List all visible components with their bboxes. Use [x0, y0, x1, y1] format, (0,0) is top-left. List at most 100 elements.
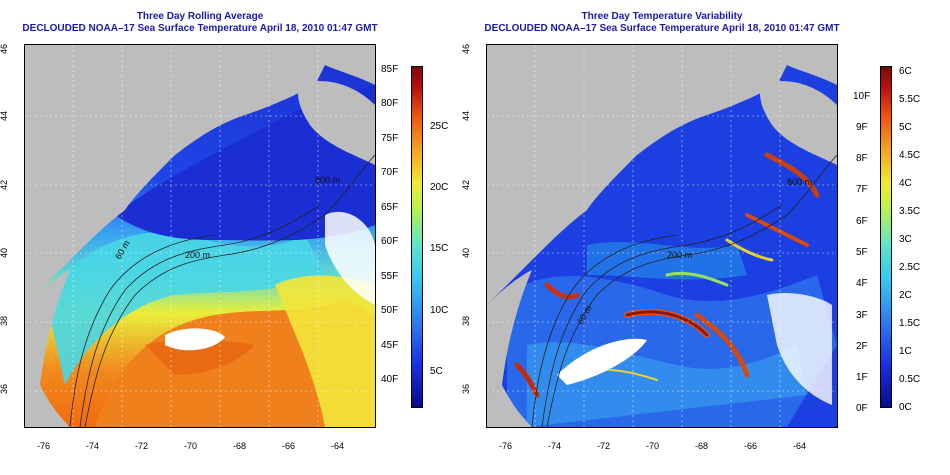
- right-colorbar: [880, 66, 892, 408]
- right-x-tick: -74: [548, 441, 562, 451]
- right-cbar-f-label: 7F: [856, 184, 868, 195]
- right-variability-map: 60 m 200 m 800 m: [486, 44, 838, 428]
- right-y-tick: 38: [461, 315, 472, 327]
- left-cbar-c-label: 5C: [430, 366, 443, 377]
- right-cbar-c-label: 4.5C: [899, 150, 921, 161]
- left-title-line1: Three Day Rolling Average: [136, 11, 264, 22]
- right-cbar-c-label: 1C: [899, 346, 912, 357]
- right-cbar-c-label: 6C: [899, 66, 912, 77]
- left-warm-yellow: [275, 275, 375, 427]
- right-cbar-f-label: 3F: [856, 310, 868, 321]
- left-cbar-f-label: 60F: [381, 236, 399, 247]
- right-graticule: [487, 45, 837, 427]
- right-title-line2: DECLOUDED NOAA–17 Sea Surface Temperatur…: [484, 23, 840, 34]
- left-cbar-f-label: 50F: [381, 305, 399, 316]
- left-y-tick: 38: [0, 315, 10, 327]
- left-cbar-c-label: 20C: [430, 182, 449, 193]
- right-y-tick: 36: [461, 383, 472, 395]
- left-cbar-f-label: 40F: [381, 374, 399, 385]
- left-land-coast: [25, 270, 70, 395]
- left-x-tick: -66: [282, 441, 296, 451]
- left-x-tick: -70: [184, 441, 198, 451]
- right-x-tick: -72: [597, 441, 611, 451]
- left-cloud-patch: [165, 328, 225, 351]
- right-cbar-f-label: 10F: [853, 91, 871, 102]
- right-cbar-f-label: 5F: [856, 247, 868, 258]
- left-y-tick: 46: [0, 43, 10, 55]
- right-nova-scotia: [760, 81, 837, 165]
- left-map-svg: 60 m 200 m 800 m: [25, 45, 375, 427]
- left-warm-core: [145, 339, 255, 375]
- left-cbar-f-label: 55F: [381, 271, 399, 282]
- right-cbar-c-label: 1.5C: [899, 318, 921, 329]
- right-land-north: [487, 45, 837, 305]
- right-cbar-c-label: 5.5C: [899, 94, 921, 105]
- left-contour-label: 200 m: [185, 250, 210, 260]
- right-cbar-c-label: 3C: [899, 234, 912, 245]
- right-x-tick: -64: [793, 441, 807, 451]
- right-cbar-c-label: 0.5C: [899, 374, 921, 385]
- right-cbar-c-label: 2.5C: [899, 262, 921, 273]
- right-title: Three Day Temperature Variability DECLOU…: [462, 11, 862, 35]
- right-cloud-patch: [557, 338, 647, 385]
- right-contour-label: 800 m: [787, 177, 812, 187]
- left-cbar-f-label: 65F: [381, 202, 399, 213]
- right-cbar-f-label: 8F: [856, 153, 868, 164]
- left-sst-map: 60 m 200 m 800 m: [24, 44, 376, 428]
- left-cbar-f-label: 45F: [381, 340, 399, 351]
- left-title: Three Day Rolling Average DECLOUDED NOAA…: [0, 11, 400, 35]
- left-graticule: [25, 45, 375, 427]
- left-land-north: [25, 45, 375, 305]
- right-y-tick: 44: [461, 110, 472, 122]
- right-cbar-f-label: 0F: [856, 403, 868, 414]
- left-cbar-c-label: 10C: [430, 305, 449, 316]
- left-y-tick: 42: [0, 179, 10, 191]
- right-cbar-f-label: 1F: [856, 372, 868, 383]
- left-y-tick: 40: [0, 247, 10, 259]
- left-cbar-f-label: 70F: [381, 167, 399, 178]
- right-cbar-f-label: 4F: [856, 278, 868, 289]
- right-cloud-east: [767, 293, 832, 405]
- right-fronts: [514, 152, 820, 398]
- right-x-tick: -70: [646, 441, 660, 451]
- right-cbar-c-label: 3.5C: [899, 206, 921, 217]
- right-cbar-c-label: 4C: [899, 178, 912, 189]
- left-y-tick: 44: [0, 110, 10, 122]
- right-cbar-c-label: 2C: [899, 290, 912, 301]
- right-cbar-f-label: 2F: [856, 341, 868, 352]
- right-y-tick: 40: [461, 247, 472, 259]
- right-title-line1: Three Day Temperature Variability: [581, 11, 743, 22]
- left-y-tick: 36: [0, 383, 10, 395]
- left-title-line2: DECLOUDED NOAA–17 Sea Surface Temperatur…: [22, 23, 378, 34]
- left-cbar-c-label: 25C: [430, 121, 449, 132]
- right-bathymetry: [531, 154, 837, 427]
- left-cloud-east: [325, 211, 375, 305]
- right-x-tick: -76: [499, 441, 513, 451]
- left-contour-label: 800 m: [315, 175, 340, 185]
- right-land-coast: [487, 270, 532, 395]
- right-x-tick: -68: [695, 441, 709, 451]
- right-land-south: [487, 385, 532, 427]
- left-cbar-f-label: 85F: [381, 64, 399, 75]
- left-x-tick: -76: [37, 441, 51, 451]
- left-land-south: [25, 385, 70, 427]
- right-cbar-f-label: 6F: [856, 216, 868, 227]
- left-nova-scotia: [298, 81, 375, 165]
- left-x-tick: -64: [331, 441, 345, 451]
- right-y-tick: 42: [461, 179, 472, 191]
- left-x-tick: -68: [233, 441, 247, 451]
- left-cbar-c-label: 15C: [430, 243, 449, 254]
- right-cbar-c-label: 5C: [899, 122, 912, 133]
- right-x-tick: -66: [744, 441, 758, 451]
- left-colorbar: [411, 66, 423, 408]
- left-cbar-f-label: 75F: [381, 133, 399, 144]
- left-x-tick: -74: [86, 441, 100, 451]
- right-cbar-c-label: 0C: [899, 402, 912, 413]
- left-bathymetry: [69, 154, 375, 427]
- left-cbar-f-label: 80F: [381, 98, 399, 109]
- right-contour-label: 200 m: [667, 250, 692, 260]
- left-shelf-water: [45, 232, 325, 385]
- right-cbar-f-label: 9F: [856, 122, 868, 133]
- right-map-svg: 60 m 200 m 800 m: [487, 45, 837, 427]
- left-x-tick: -72: [135, 441, 149, 451]
